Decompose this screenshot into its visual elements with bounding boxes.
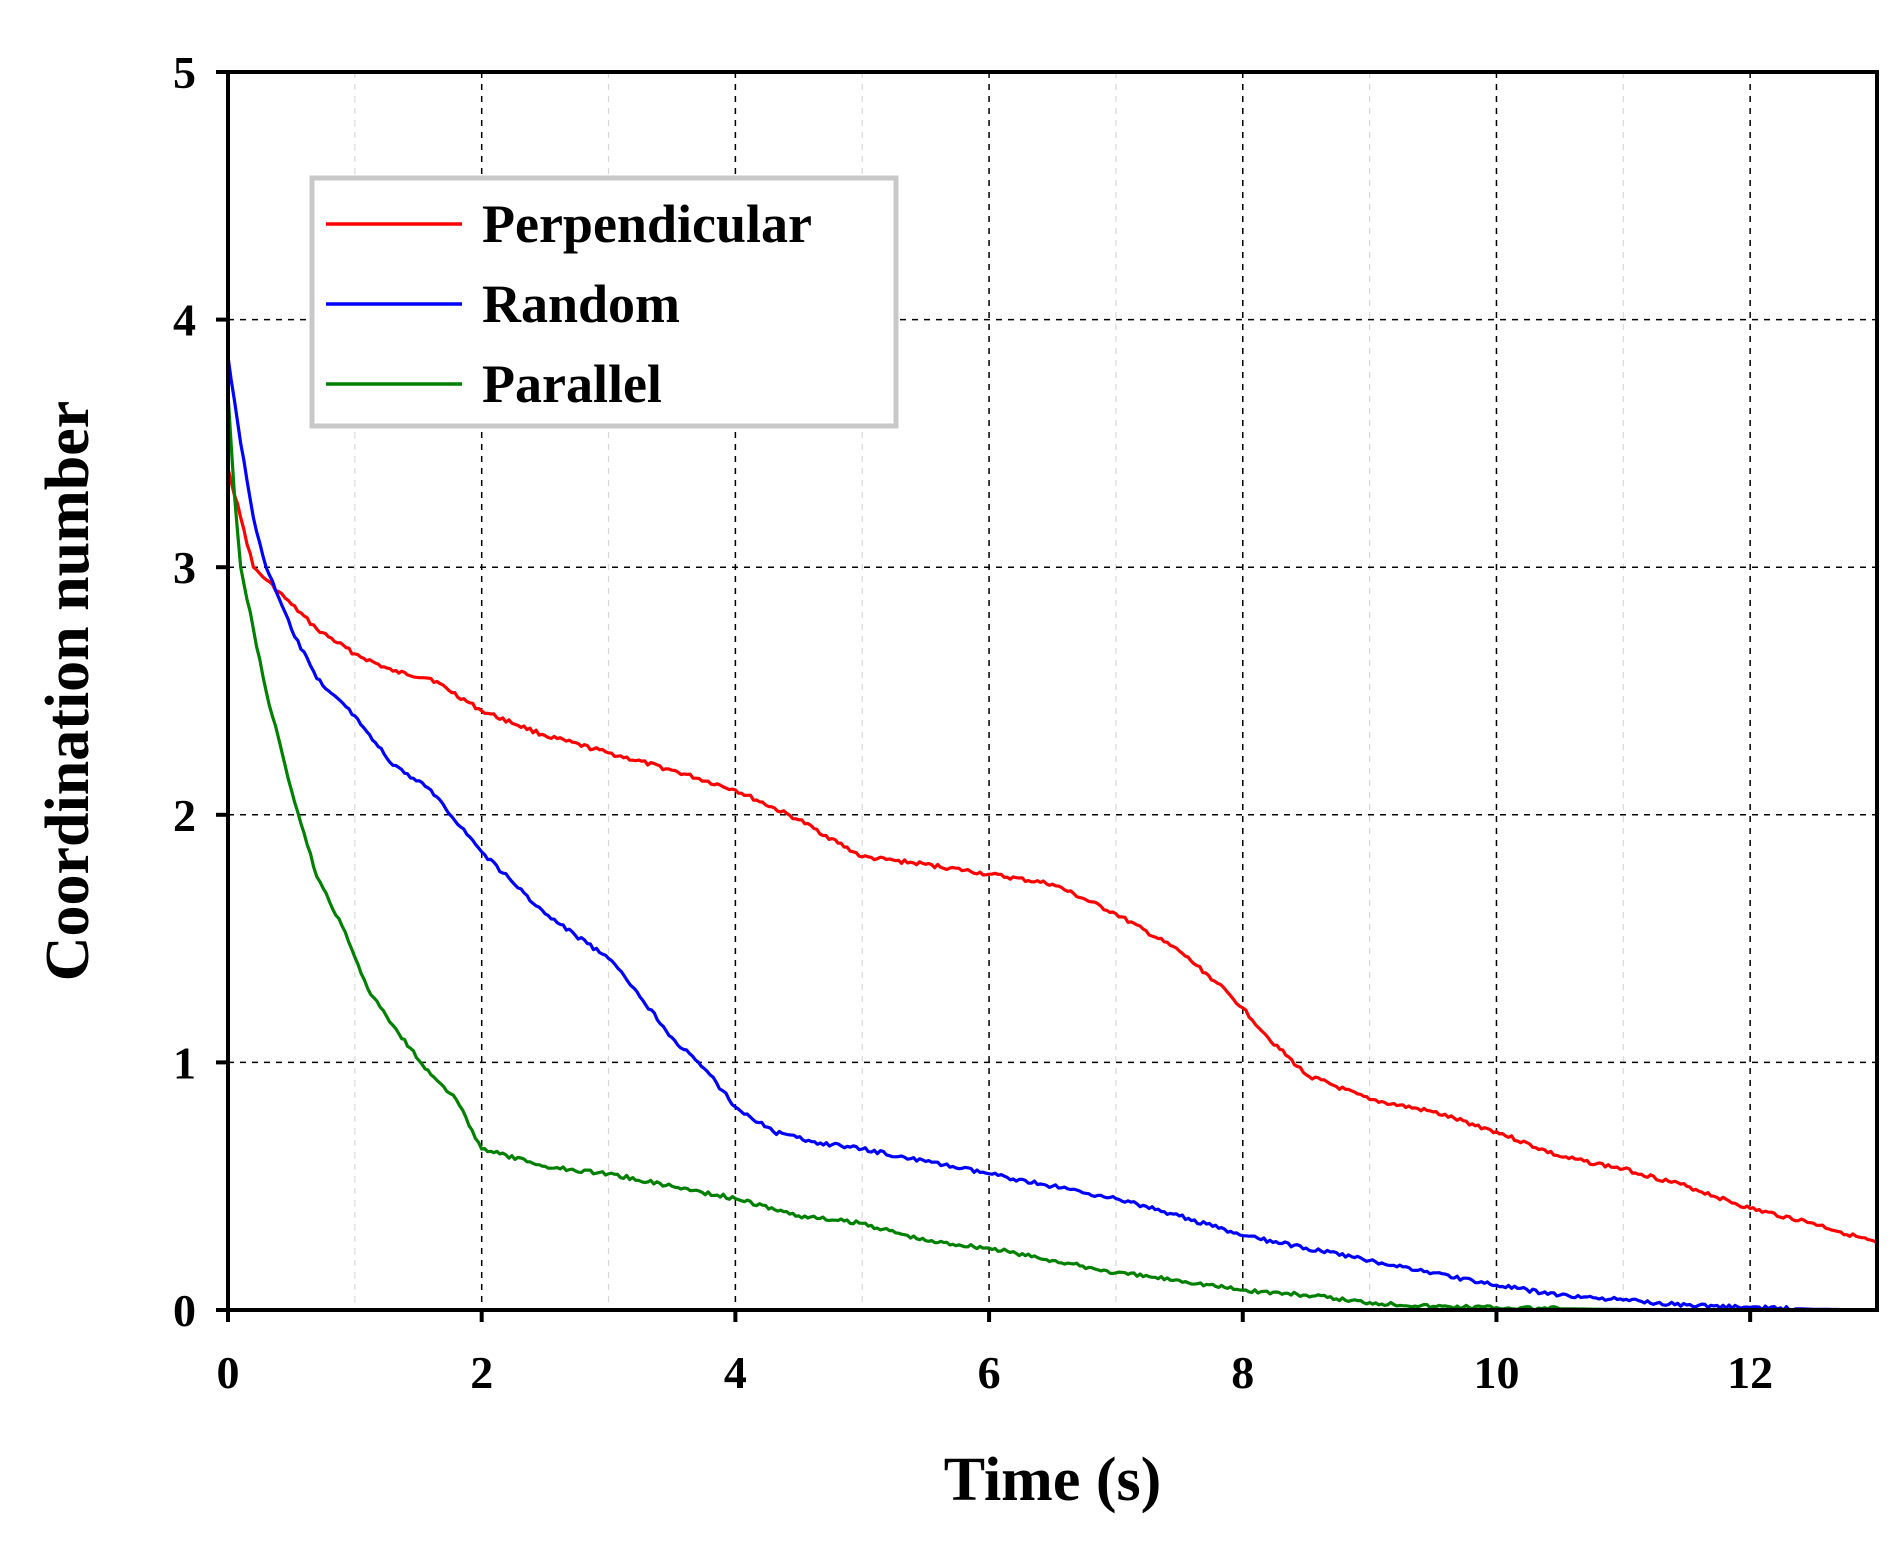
x-tick-label: 8 (1231, 1347, 1254, 1398)
legend-label: Random (482, 274, 680, 334)
legend-label: Parallel (482, 354, 662, 414)
legend-label: Perpendicular (482, 194, 812, 254)
y-tick-label: 4 (173, 295, 196, 346)
y-tick-label: 5 (173, 47, 196, 98)
x-tick-label: 12 (1727, 1347, 1773, 1398)
x-tick-label: 6 (978, 1347, 1001, 1398)
series-line-perpendicular (226, 467, 1878, 1245)
series-line-random (226, 356, 1877, 1312)
x-tick-label: 2 (470, 1347, 493, 1398)
y-tick-label: 0 (173, 1285, 196, 1336)
y-tick-label: 2 (173, 790, 196, 841)
y-tick-label: 3 (173, 542, 196, 593)
legend: Perpendicular Random Parallel (309, 175, 899, 429)
x-axis-title: Time (s) (944, 1446, 1162, 1514)
x-tick-label: 10 (1473, 1347, 1519, 1398)
x-tick-label: 0 (217, 1347, 240, 1398)
y-axis-title: Coordination number (34, 401, 102, 981)
plot-frame (226, 70, 1879, 1312)
x-tick-label: 4 (724, 1347, 747, 1398)
y-tick-label: 1 (173, 1037, 196, 1088)
